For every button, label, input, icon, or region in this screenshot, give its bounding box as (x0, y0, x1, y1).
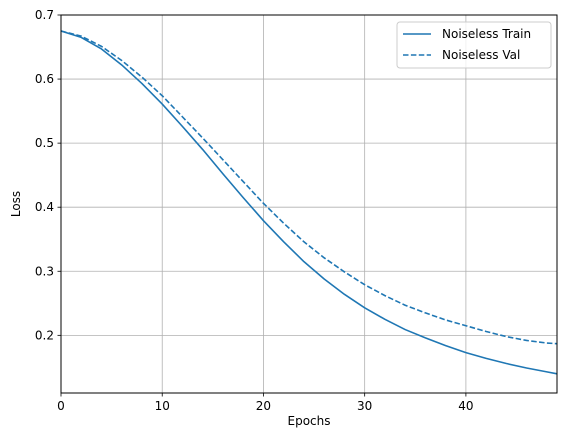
series-layer (60, 30, 558, 375)
y-tick-label: 0.2 (35, 328, 54, 342)
ticks: 0 10 20 30 40 0.2 0.3 0.4 0.5 0.6 0.7 (35, 8, 474, 413)
y-tick-label: 0.3 (35, 264, 54, 278)
plot-frame (60, 14, 558, 394)
legend: Noiseless Train Noiseless Val (396, 21, 552, 69)
y-axis-label: Loss (9, 191, 23, 217)
x-tick-label: 0 (57, 399, 65, 413)
series-line-train (60, 30, 558, 375)
y-tick-label: 0.7 (35, 8, 54, 22)
series-line-val (60, 30, 558, 345)
legend-label-train: Noiseless Train (442, 27, 531, 41)
y-tick-label: 0.6 (35, 72, 54, 86)
x-tick-label: 20 (256, 399, 271, 413)
legend-label-val: Noiseless Val (442, 48, 520, 62)
y-tick-label: 0.5 (35, 136, 54, 150)
x-tick-label: 10 (155, 399, 170, 413)
legend-box (396, 21, 552, 69)
x-tick-label: 30 (357, 399, 372, 413)
y-tick-label: 0.4 (35, 200, 54, 214)
x-axis-label: Epochs (288, 414, 331, 428)
x-tick-label: 40 (458, 399, 473, 413)
